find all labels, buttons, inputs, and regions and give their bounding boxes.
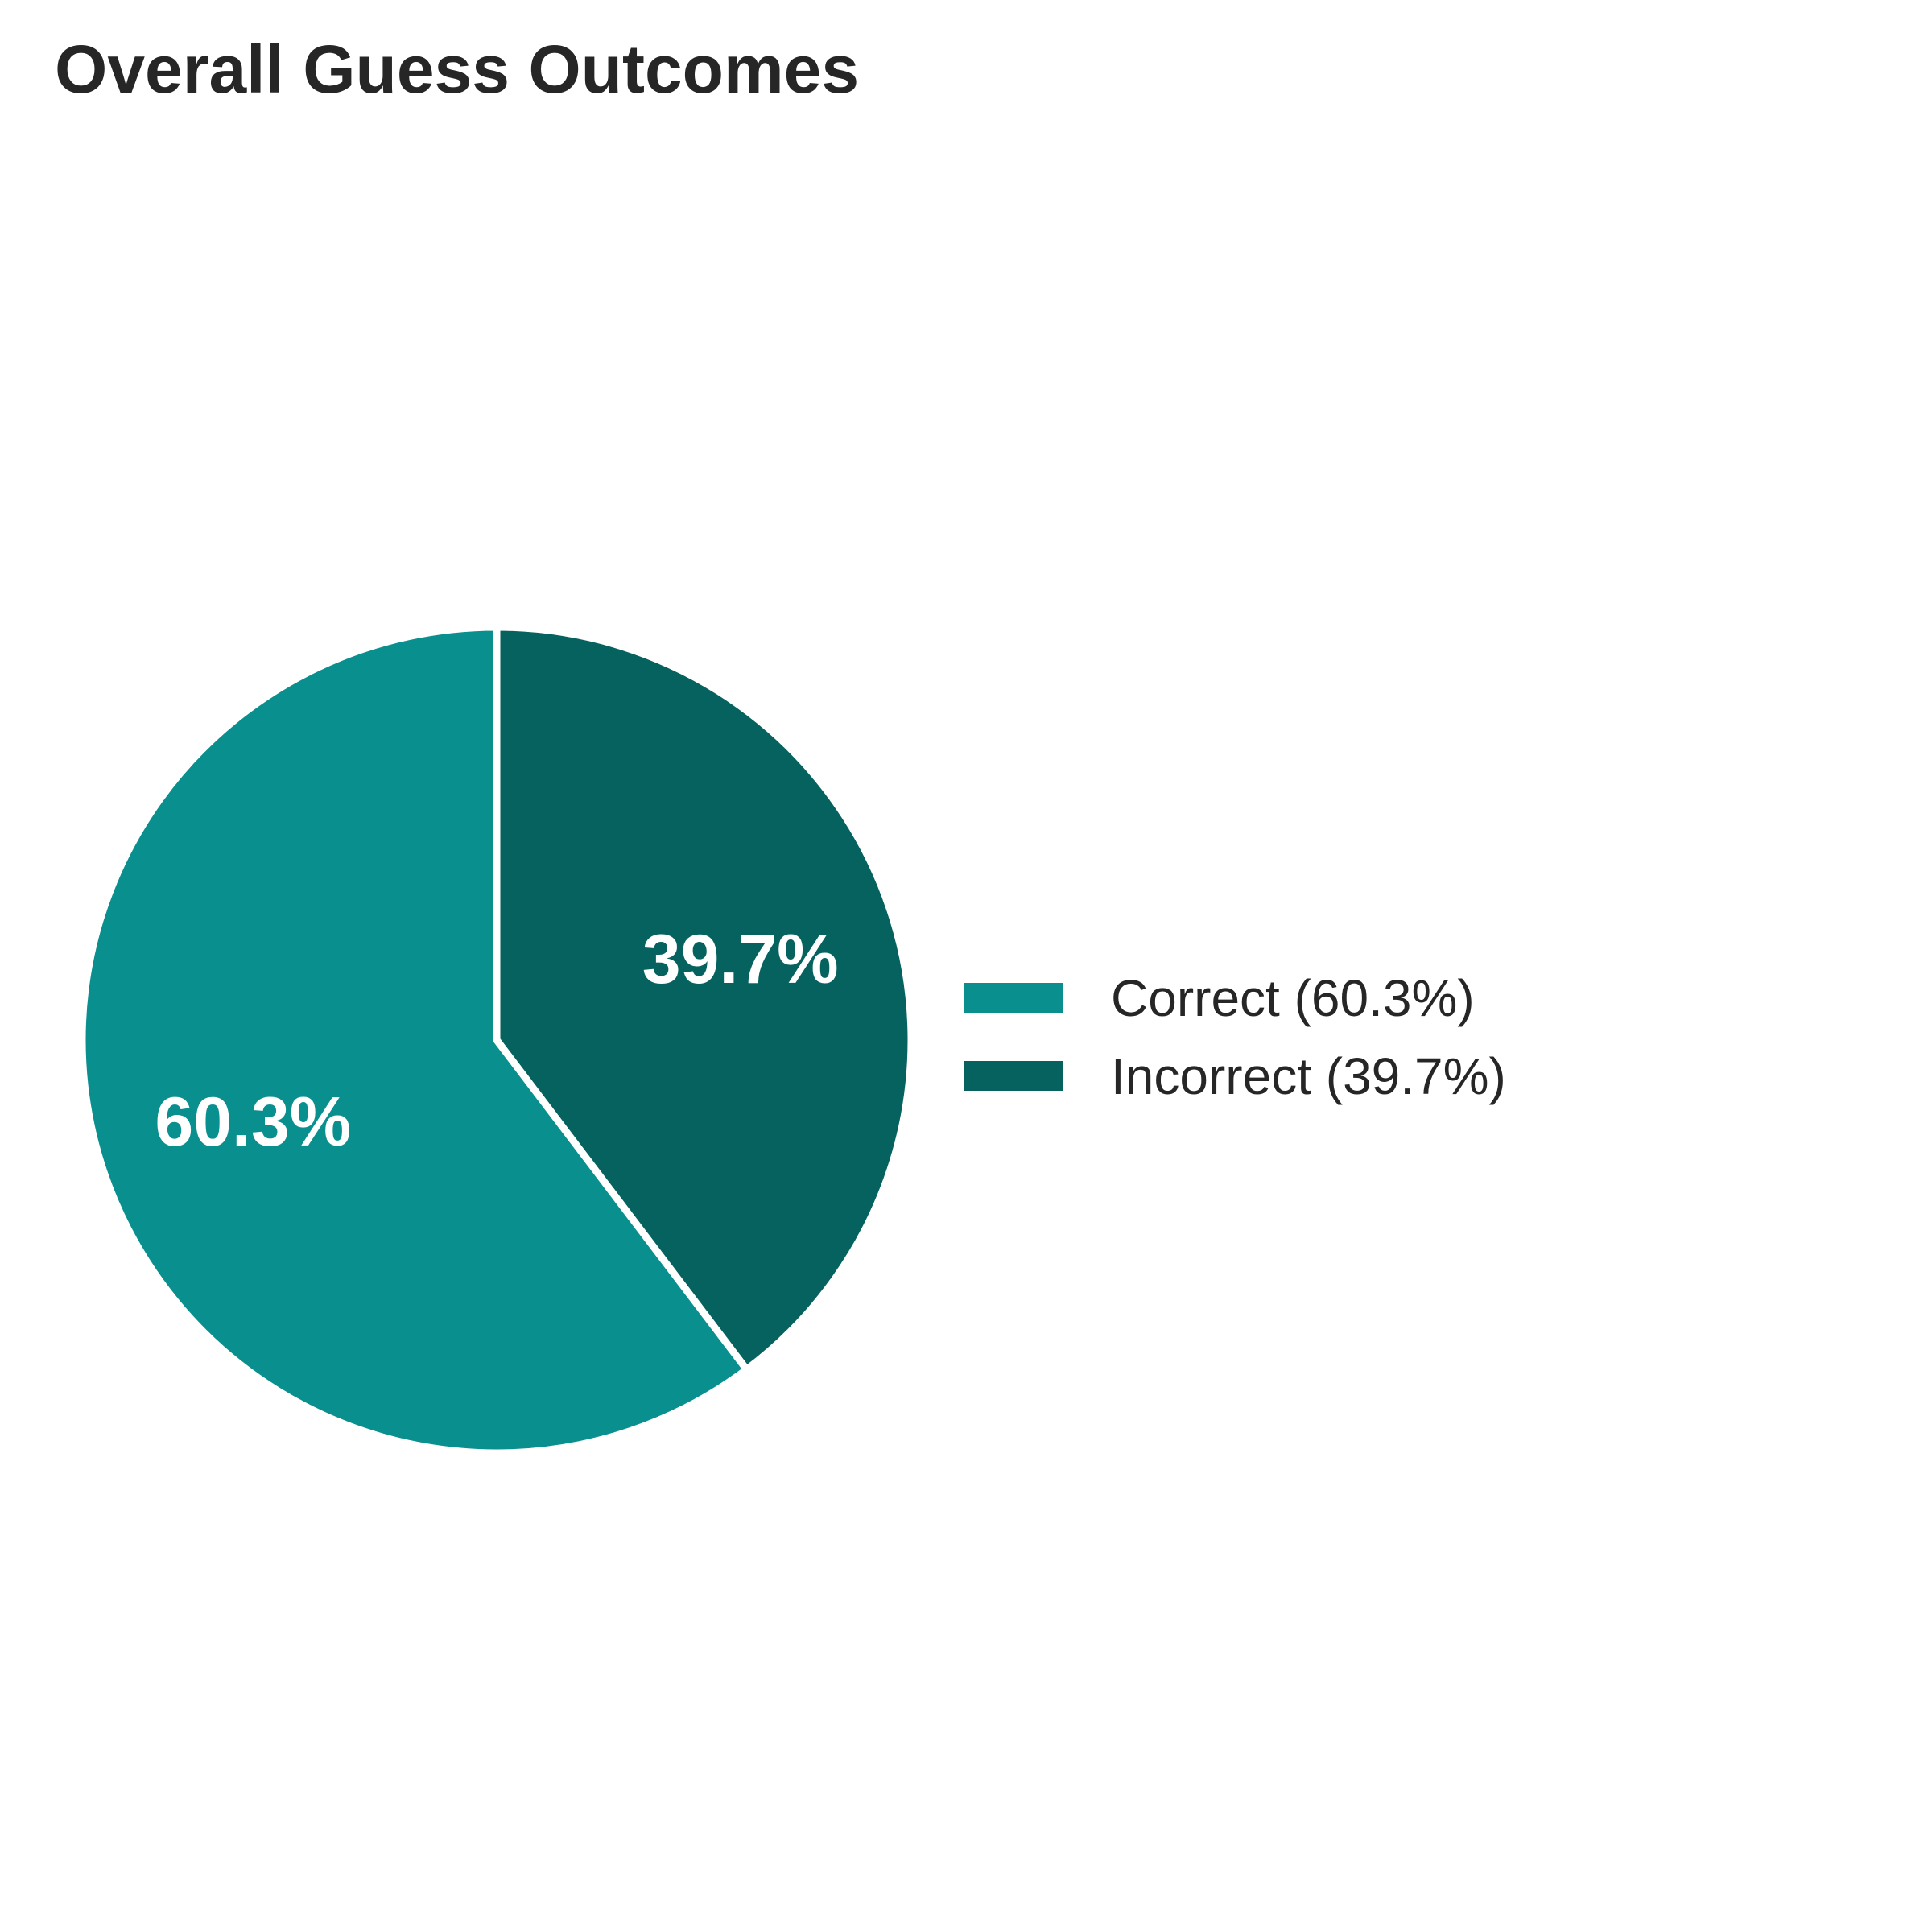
pie-slice-incorrect: [493, 623, 915, 1375]
legend-swatch-incorrect: [964, 1061, 1063, 1091]
chart-title: Overall Guess Outcomes: [55, 31, 859, 107]
legend: Correct (60.3%) Incorrect (39.7%): [964, 969, 1506, 1105]
slice-label-incorrect: 39.7%: [642, 921, 839, 998]
pie-slices: [78, 623, 915, 1457]
pie-labels: 39.7% 60.3%: [155, 921, 838, 1161]
legend-label-correct: Correct (60.3%): [1111, 969, 1475, 1027]
legend-swatch-correct: [964, 983, 1063, 1013]
pie-slice-correct: [78, 623, 752, 1457]
slice-label-correct: 60.3%: [155, 1084, 351, 1161]
legend-label-incorrect: Incorrect (39.7%): [1111, 1047, 1506, 1105]
